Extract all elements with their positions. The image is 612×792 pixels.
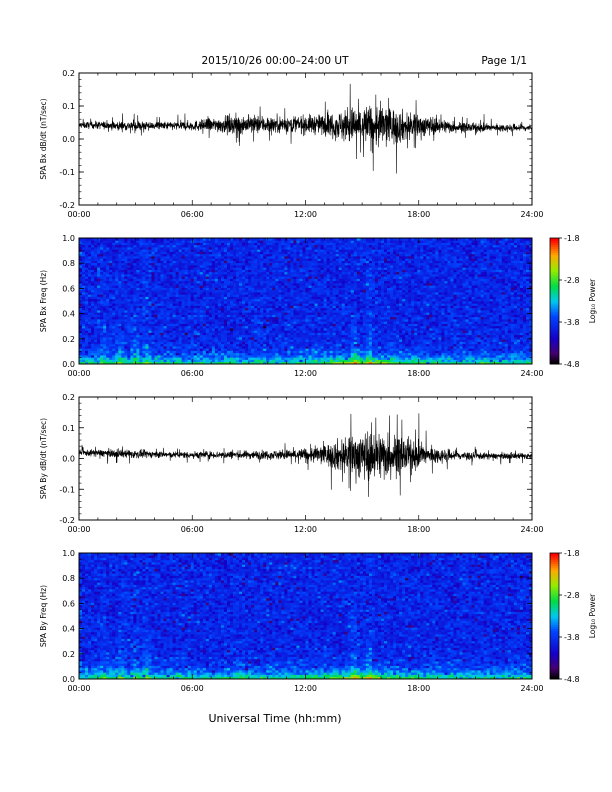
page-number: Page 1/1 — [481, 55, 527, 67]
y-tick-label: 0.1 — [62, 102, 75, 111]
x-tick-label: 12:00 — [294, 210, 317, 219]
x-tick-label: 00:00 — [67, 210, 90, 219]
y-tick-label: -0.2 — [59, 201, 75, 210]
figure-title: 2015/10/26 00:00–24:00 UT — [201, 55, 349, 67]
y-tick-label: 0.2 — [62, 69, 75, 78]
dbdt-trace — [79, 84, 532, 174]
bx-dbdt-panel: 0.2 0.1 0.0 -0.1 -0.200:00 06:00 12:00 18:00 24:… — [39, 69, 544, 219]
figure: 2015/10/26 00:00–24:00 UT Page 1/1 0.20.… — [0, 0, 612, 792]
x-tick-label: 06:00 — [181, 210, 204, 219]
plot-frame — [79, 73, 532, 205]
x-tick-label: 18:00 — [407, 210, 430, 219]
x-tick-label: 24:00 — [520, 210, 543, 219]
y-tick-label: 0.0 — [62, 135, 75, 144]
y-axis-label: SPA Bx dB/dt (nT/sec) — [39, 98, 48, 179]
y-tick-label: -0.1 — [59, 168, 75, 177]
